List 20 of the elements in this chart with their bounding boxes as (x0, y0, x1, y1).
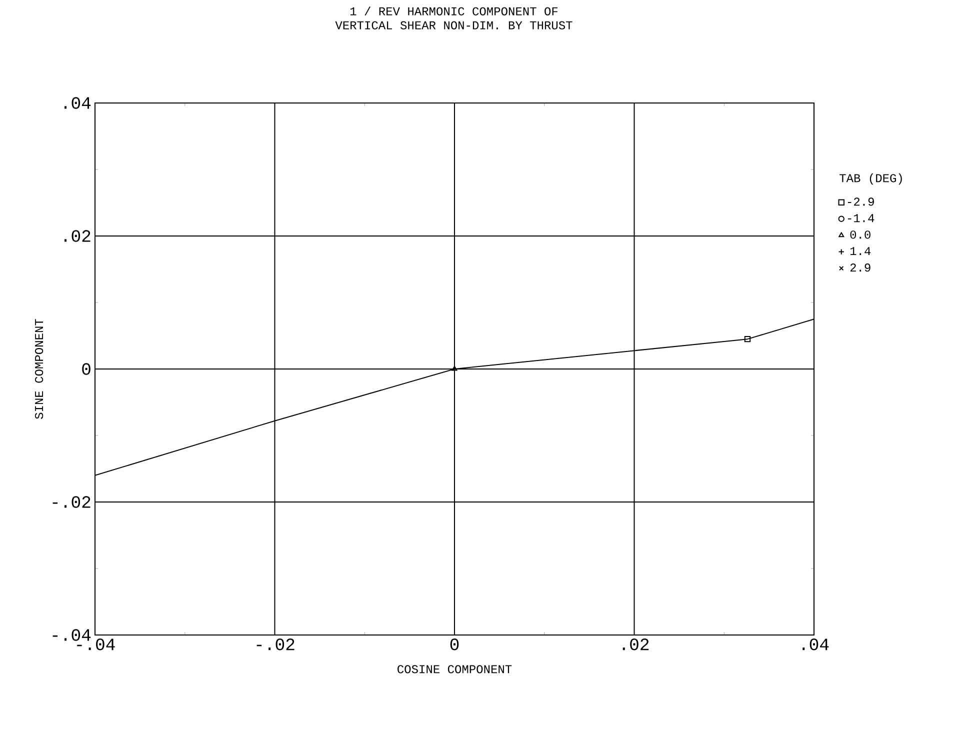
x-axis-title: COSINE COMPONENT (398, 665, 512, 674)
legend-label: -2.9 (848, 198, 874, 206)
chart-title: 1 / REV HARMONIC COMPONENT OF (350, 6, 558, 16)
y-tick-label: .04 (64, 97, 91, 109)
chart-subtitle: VERTICAL SHEAR NON-DIM. BY THRUST (335, 21, 572, 30)
y-axis-title: SINE COMPONENT (34, 319, 44, 419)
legend-label: 2.9 (850, 264, 870, 272)
x-tick-label: .04 (802, 638, 829, 650)
x-tick-label: -.04 (77, 638, 115, 650)
y-tick-label: .02 (64, 230, 90, 242)
legend-label: 0.0 (850, 230, 870, 239)
x-tick-label: .02 (622, 638, 649, 650)
y-tick-label: -.04 (52, 629, 91, 641)
legend-label: -1.4 (848, 214, 874, 222)
y-tick-label: 0 (82, 363, 90, 375)
y-tick-label: -.02 (52, 496, 90, 508)
x-tick-label: 0 (450, 638, 459, 650)
legend-label: 1.4 (850, 247, 871, 255)
x-tick-label: -.02 (256, 638, 294, 650)
legend-title: TAB (DEG) (840, 173, 902, 185)
